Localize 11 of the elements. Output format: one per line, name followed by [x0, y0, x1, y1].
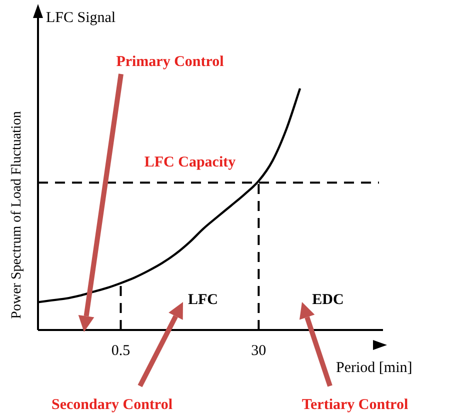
- x-axis-title: Period [min]: [336, 360, 412, 376]
- text: LFC Signal: [46, 10, 116, 26]
- annotation: EDC: [312, 292, 344, 308]
- y-axis-title: Power Spectrum of Load Fluctuation: [10, 111, 25, 319]
- text: Tertiary Control: [302, 396, 408, 413]
- text: Secondary Control: [52, 396, 172, 413]
- x-tick-label: 0.5: [111, 342, 130, 359]
- text: Primary Control: [116, 54, 224, 70]
- x-tick-label: 30: [251, 342, 266, 359]
- ref-line-label: LFC Capacity: [144, 154, 236, 171]
- annotation: LFC: [188, 292, 218, 308]
